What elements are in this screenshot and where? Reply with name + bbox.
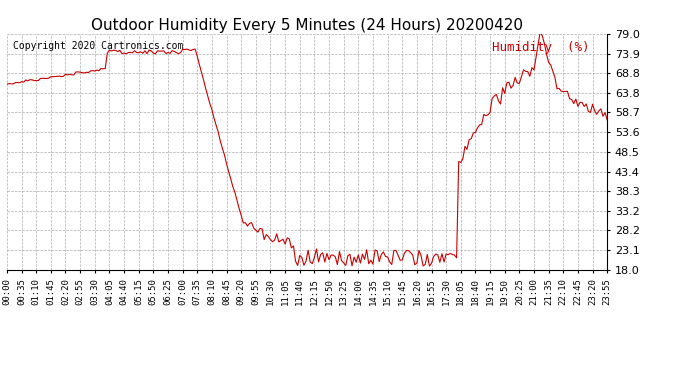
Text: Humidity  (%): Humidity (%) — [492, 41, 589, 54]
Title: Outdoor Humidity Every 5 Minutes (24 Hours) 20200420: Outdoor Humidity Every 5 Minutes (24 Hou… — [91, 18, 523, 33]
Text: Copyright 2020 Cartronics.com: Copyright 2020 Cartronics.com — [13, 41, 184, 51]
